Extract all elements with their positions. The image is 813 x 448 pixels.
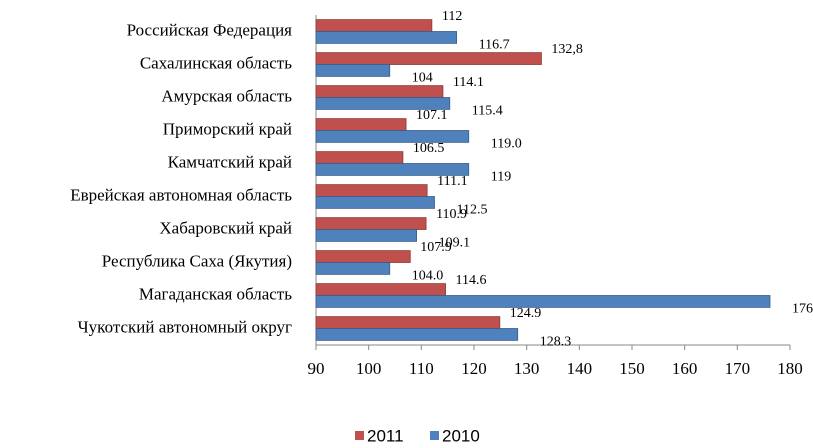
value-label: 128.3 xyxy=(540,335,572,350)
value-label: 110.9 xyxy=(436,207,467,222)
value-label: 107.9 xyxy=(420,240,452,255)
bar xyxy=(315,295,771,308)
bar xyxy=(315,151,404,164)
value-label: 116.7 xyxy=(479,38,510,53)
bar xyxy=(315,163,470,176)
value-label: 106.5 xyxy=(413,141,445,156)
category-label: Камчатский край xyxy=(168,152,292,171)
value-label: 132,8 xyxy=(551,42,583,57)
value-label: 111.1 xyxy=(437,174,467,189)
legend-swatch xyxy=(430,431,439,440)
value-label: 176.2 xyxy=(792,302,813,317)
value-label: 119 xyxy=(491,170,511,185)
x-tick-label: 140 xyxy=(567,359,593,378)
category-label: Хабаровский край xyxy=(159,218,292,237)
bar xyxy=(315,118,407,131)
value-label: 104.0 xyxy=(412,269,444,284)
x-tick-label: 130 xyxy=(514,359,540,378)
x-tick-label: 120 xyxy=(461,359,487,378)
category-label: Еврейская автономная область xyxy=(70,185,292,204)
legend-label: 2011 xyxy=(367,426,404,445)
bar xyxy=(315,316,501,329)
bar xyxy=(315,31,458,44)
bar xyxy=(315,283,446,296)
value-label: 114.6 xyxy=(456,273,487,288)
category-label: Республика Саха (Якутия) xyxy=(102,251,292,270)
bar xyxy=(315,130,470,143)
value-label: 114.1 xyxy=(453,75,484,90)
bar xyxy=(315,328,519,341)
bar xyxy=(315,262,391,275)
value-label: 109.1 xyxy=(439,236,471,251)
category-label: Чукотский автономный округ xyxy=(78,317,292,336)
value-label: 119.0 xyxy=(491,137,522,152)
bar xyxy=(315,64,391,77)
category-label: Приморский край xyxy=(163,119,292,138)
bar xyxy=(315,184,428,197)
value-label: 124.9 xyxy=(510,306,541,321)
bar xyxy=(315,250,411,263)
x-tick-label: 180 xyxy=(777,359,803,378)
x-tick-label: 90 xyxy=(308,359,325,378)
category-label: Российская Федерация xyxy=(127,20,293,39)
bar xyxy=(315,229,417,242)
value-label: 104 xyxy=(412,71,433,86)
x-tick-label: 110 xyxy=(409,359,434,378)
category-label: Сахалинская область xyxy=(140,53,292,72)
value-label: 112 xyxy=(442,9,462,24)
x-tick-label: 170 xyxy=(725,359,751,378)
x-tick-label: 150 xyxy=(619,359,645,378)
bar xyxy=(315,97,451,110)
legend-swatch xyxy=(355,431,364,440)
legend-label: 2010 xyxy=(442,426,480,445)
x-tick-label: 100 xyxy=(356,359,382,378)
value-label: 107.1 xyxy=(416,108,448,123)
bar xyxy=(315,19,433,32)
x-tick-label: 160 xyxy=(672,359,698,378)
category-label: Амурская область xyxy=(161,86,292,105)
bar xyxy=(315,217,427,230)
bar xyxy=(315,196,435,209)
bar xyxy=(315,52,542,65)
value-label: 115.4 xyxy=(472,104,503,119)
value-label: 112.5 xyxy=(457,203,488,218)
category-label: Магаданская область xyxy=(139,284,292,303)
bar xyxy=(315,85,444,98)
